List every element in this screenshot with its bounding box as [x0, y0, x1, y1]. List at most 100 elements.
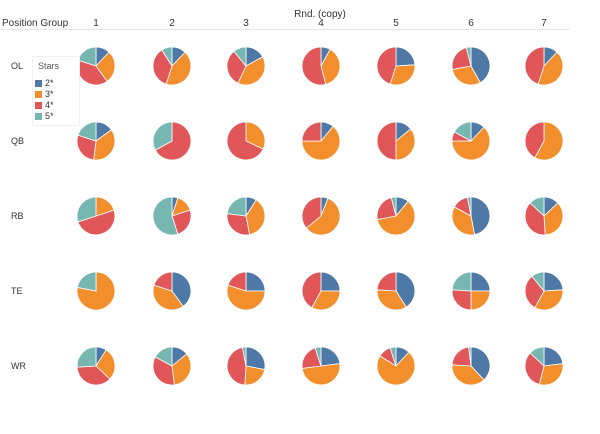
- slice-rb-3-3star[interactable]: [245, 199, 266, 236]
- pie-wr-3[interactable]: [226, 346, 266, 386]
- slice-te-6-2star[interactable]: [470, 271, 491, 292]
- slice-ol-6-2star[interactable]: [470, 46, 491, 84]
- pie-qb-7[interactable]: [524, 121, 564, 161]
- slice-ol-2-5star[interactable]: [161, 46, 173, 68]
- slice-qb-3-4star[interactable]: [226, 121, 264, 161]
- legend-item-4star[interactable]: 4*: [35, 100, 54, 111]
- pie-te-5[interactable]: [376, 271, 416, 311]
- slice-qb-5-3star[interactable]: [395, 128, 416, 161]
- slice-wr-3-2star[interactable]: [245, 346, 266, 371]
- slice-te-3-3star[interactable]: [226, 284, 266, 311]
- legend-item-2star[interactable]: 2*: [35, 78, 54, 89]
- slice-wr-2-3star[interactable]: [171, 353, 192, 386]
- pie-te-3[interactable]: [226, 271, 266, 311]
- slice-wr-3-5star[interactable]: [241, 346, 247, 367]
- slice-qb-2-5star[interactable]: [152, 121, 173, 151]
- slice-qb-1-3star[interactable]: [93, 129, 116, 161]
- slice-qb-3-3star[interactable]: [245, 121, 266, 150]
- slice-wr-3-4star[interactable]: [226, 346, 247, 386]
- slice-wr-1-3star[interactable]: [95, 349, 116, 380]
- slice-ol-7-3star[interactable]: [537, 51, 564, 86]
- pie-ol-3[interactable]: [226, 46, 266, 86]
- pie-rb-4[interactable]: [301, 196, 341, 236]
- pie-rb-6[interactable]: [451, 196, 491, 236]
- slice-te-6-3star[interactable]: [470, 290, 491, 311]
- slice-te-2-3star[interactable]: [152, 284, 184, 311]
- slice-wr-7-2star[interactable]: [543, 346, 564, 367]
- slice-wr-6-3star[interactable]: [451, 364, 485, 386]
- slice-te-2-2star[interactable]: [171, 271, 192, 307]
- slice-wr-2-5star[interactable]: [154, 346, 173, 367]
- slice-te-4-4star[interactable]: [301, 271, 322, 309]
- slice-te-5-4star[interactable]: [376, 271, 397, 292]
- pie-rb-5[interactable]: [376, 196, 416, 236]
- slice-wr-5-5star[interactable]: [389, 346, 397, 367]
- slice-wr-1-4star[interactable]: [76, 365, 111, 386]
- slice-te-2-4star[interactable]: [153, 271, 173, 292]
- pie-te-4[interactable]: [301, 271, 341, 311]
- slice-wr-3-3star[interactable]: [244, 365, 266, 386]
- slice-qb-5-4star[interactable]: [376, 121, 397, 161]
- slice-qb-7-4star[interactable]: [524, 121, 545, 159]
- pie-qb-2[interactable]: [152, 121, 192, 161]
- pie-qb-4[interactable]: [301, 121, 341, 161]
- slice-te-7-4star[interactable]: [524, 275, 545, 309]
- pie-rb-7[interactable]: [524, 196, 564, 236]
- pie-wr-4[interactable]: [301, 346, 341, 386]
- slice-ol-5-4star[interactable]: [376, 46, 397, 85]
- slice-wr-7-3star[interactable]: [538, 363, 564, 386]
- slice-rb-2-4star[interactable]: [171, 209, 192, 235]
- slice-rb-6-2star[interactable]: [470, 196, 491, 236]
- slice-wr-6-4star[interactable]: [451, 346, 472, 367]
- slice-te-5-3star[interactable]: [376, 289, 407, 311]
- slice-te-3-4star[interactable]: [227, 271, 247, 292]
- slice-ol-7-4star[interactable]: [524, 46, 545, 85]
- slice-wr-7-5star[interactable]: [529, 346, 545, 367]
- slice-wr-6-5star[interactable]: [468, 346, 472, 367]
- slice-ol-6-5star[interactable]: [465, 46, 472, 67]
- slice-wr-4-3star[interactable]: [301, 363, 341, 386]
- slice-te-6-4star[interactable]: [451, 289, 472, 311]
- slice-qb-4-3star[interactable]: [301, 125, 341, 161]
- pie-ol-6[interactable]: [451, 46, 491, 86]
- pie-wr-6[interactable]: [451, 346, 491, 386]
- pie-qb-6[interactable]: [451, 121, 491, 161]
- slice-te-7-2star[interactable]: [543, 271, 564, 292]
- slice-qb-6-3star[interactable]: [451, 126, 491, 161]
- pie-ol-4[interactable]: [301, 46, 341, 86]
- pie-qb-3[interactable]: [226, 121, 266, 161]
- slice-qb-1-5star[interactable]: [77, 121, 97, 142]
- slice-rb-5-5star[interactable]: [390, 196, 397, 217]
- slice-te-6-5star[interactable]: [451, 271, 472, 292]
- pie-rb-2[interactable]: [152, 196, 192, 236]
- slice-qb-4-4star[interactable]: [301, 121, 322, 142]
- pie-te-7[interactable]: [524, 271, 564, 311]
- slice-rb-7-4star[interactable]: [524, 202, 546, 236]
- slice-te-4-3star[interactable]: [311, 290, 341, 311]
- slice-te-7-5star[interactable]: [531, 271, 545, 293]
- slice-te-4-2star[interactable]: [320, 271, 341, 292]
- pie-ol-2[interactable]: [152, 46, 192, 86]
- slice-ol-2-4star[interactable]: [152, 49, 173, 85]
- pie-wr-7[interactable]: [524, 346, 564, 386]
- slice-te-3-2star[interactable]: [245, 271, 266, 292]
- slice-wr-2-4star[interactable]: [152, 356, 175, 386]
- slice-ol-3-5star[interactable]: [233, 46, 247, 68]
- pie-wr-1[interactable]: [76, 346, 116, 386]
- slice-rb-6-5star[interactable]: [466, 196, 472, 217]
- slice-rb-7-5star[interactable]: [529, 196, 545, 217]
- legend-item-5star[interactable]: 5*: [35, 111, 54, 122]
- slice-rb-6-3star[interactable]: [451, 206, 476, 236]
- pie-te-6[interactable]: [451, 271, 491, 311]
- slice-te-7-3star[interactable]: [534, 289, 564, 311]
- slice-rb-1-4star[interactable]: [77, 209, 116, 236]
- slice-ol-3-4star[interactable]: [226, 50, 247, 84]
- pie-te-2[interactable]: [152, 271, 192, 311]
- slice-te-1-5star[interactable]: [76, 271, 97, 292]
- slice-wr-1-5star[interactable]: [76, 346, 97, 368]
- pie-rb-1[interactable]: [76, 196, 116, 236]
- legend-item-3star[interactable]: 3*: [35, 89, 54, 100]
- slice-wr-6-2star[interactable]: [470, 346, 491, 381]
- slice-qb-1-4star[interactable]: [76, 134, 97, 161]
- slice-wr-4-2star[interactable]: [320, 346, 341, 367]
